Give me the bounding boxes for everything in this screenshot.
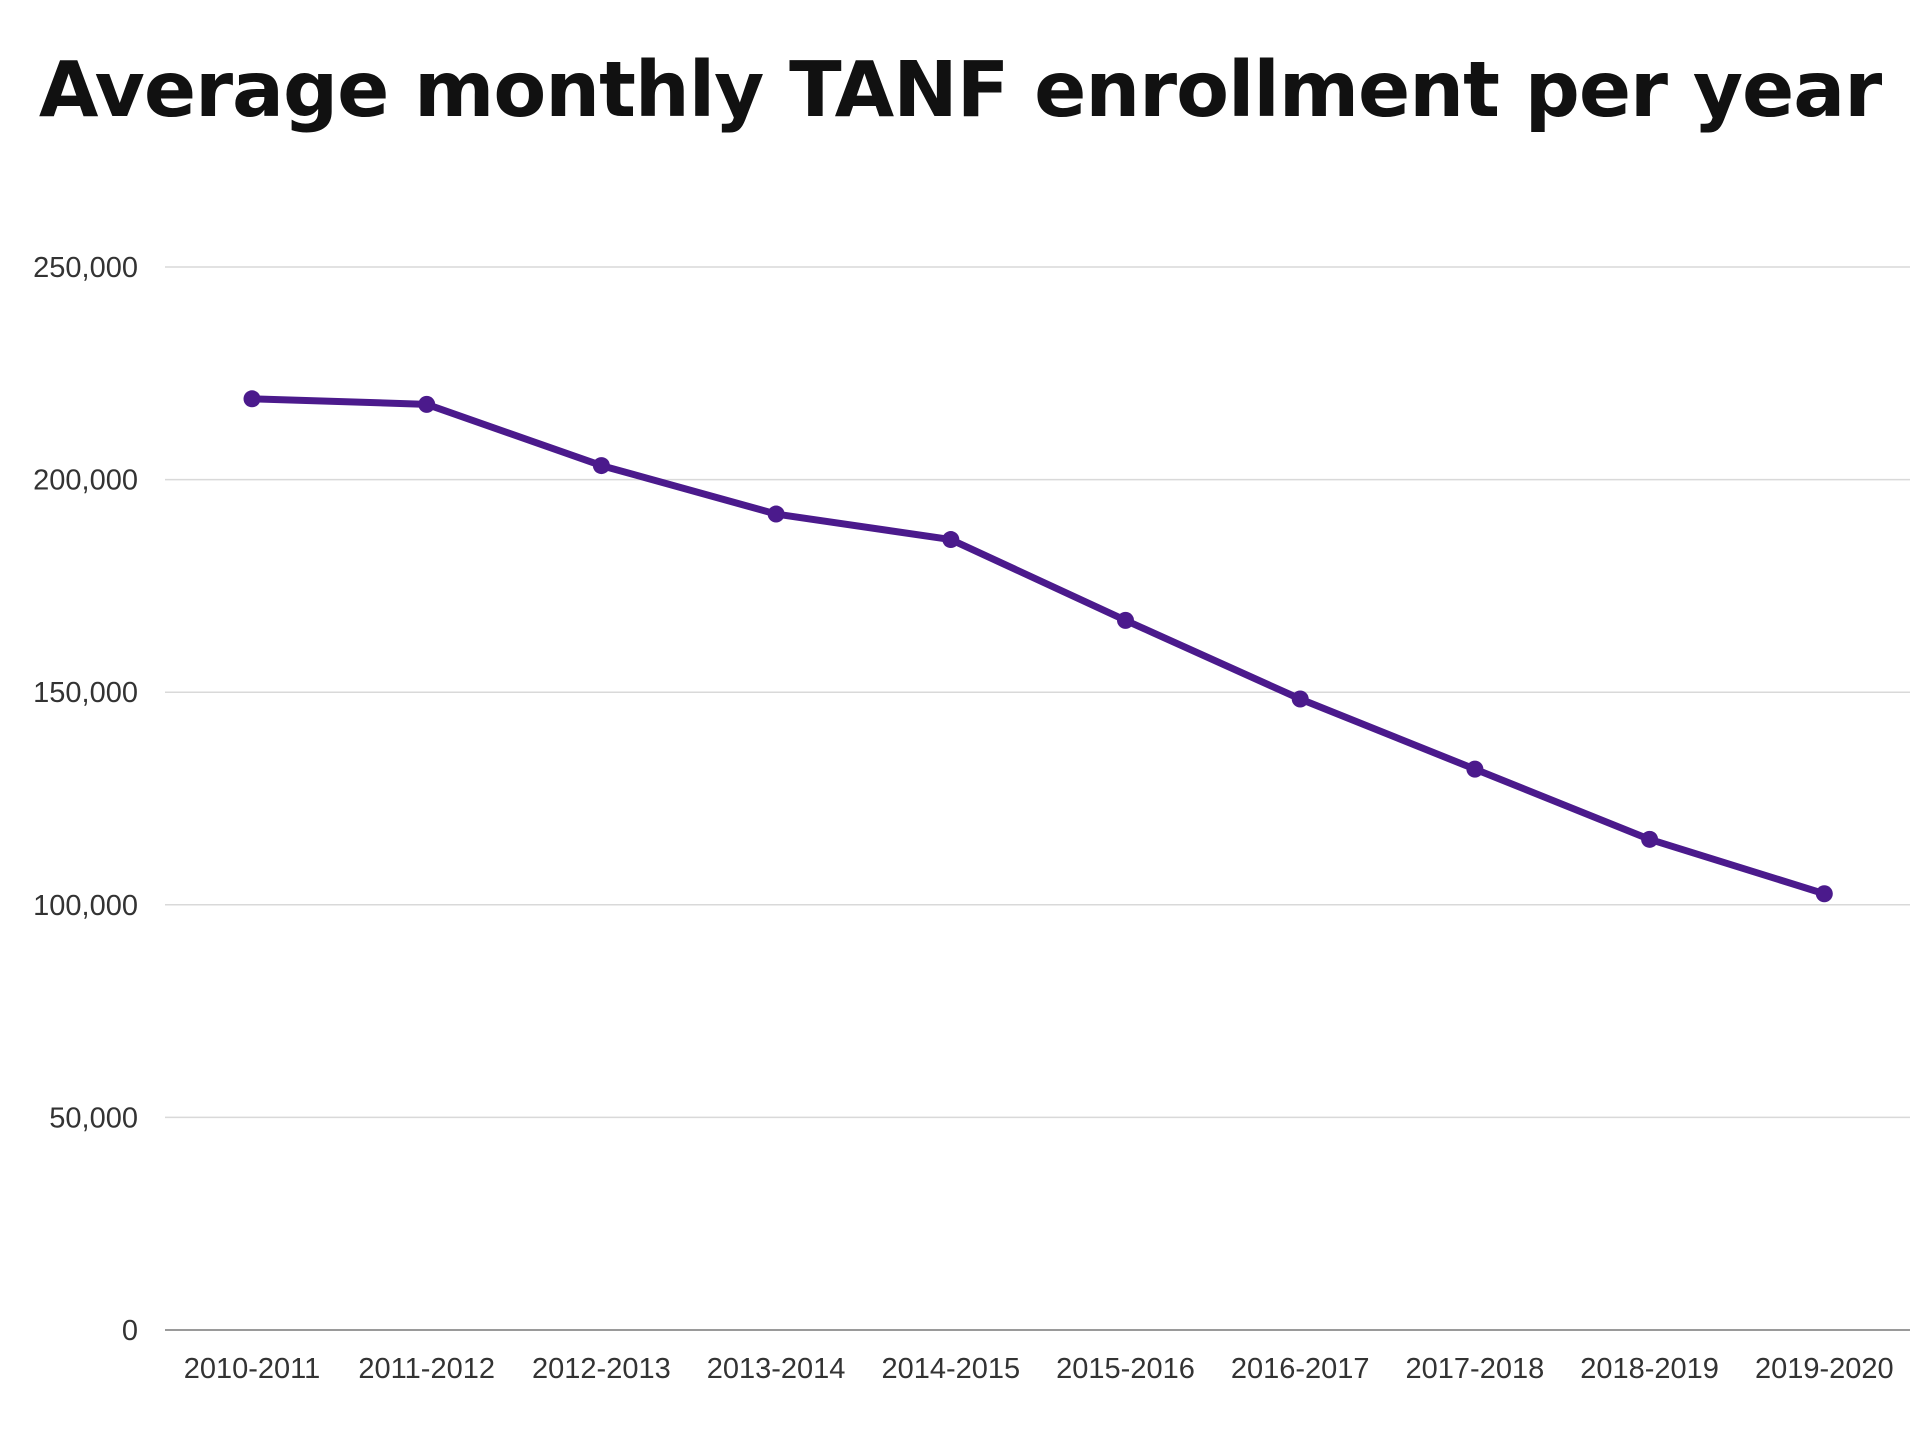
y-tick-label: 0 (122, 1315, 138, 1347)
series-points (243, 390, 1833, 903)
x-tick-label: 2011-2012 (358, 1353, 495, 1385)
x-tick-label: 2015-2016 (1056, 1353, 1195, 1385)
y-tick-label: 150,000 (33, 677, 138, 709)
y-tick-label: 250,000 (33, 252, 138, 284)
data-point (243, 390, 261, 408)
data-point (1815, 885, 1833, 903)
gridlines (165, 266, 1910, 1331)
y-tick-label: 200,000 (33, 465, 138, 497)
data-point (942, 531, 960, 549)
x-tick-label: 2013-2014 (707, 1353, 846, 1385)
x-tick-label: 2017-2018 (1406, 1353, 1545, 1385)
data-point (1466, 760, 1484, 778)
x-axis-tick-labels: 2010-2011 2011-2012 2012-2013 2013-2014 2014… (184, 1353, 1894, 1385)
y-tick-label: 100,000 (33, 890, 138, 922)
series-line (248, 395, 1828, 898)
chart-title: Average monthly TANF enrollment per year (38, 46, 1882, 135)
x-tick-label: 2016-2017 (1231, 1353, 1370, 1385)
data-point (418, 395, 436, 413)
data-point (1291, 690, 1309, 708)
x-tick-label: 2018-2019 (1580, 1353, 1719, 1385)
data-point (592, 457, 610, 475)
x-tick-label: 2010-2011 (184, 1353, 321, 1385)
x-tick-label: 2014-2015 (881, 1353, 1020, 1385)
x-tick-label: 2019-2020 (1755, 1353, 1894, 1385)
x-tick-label: 2012-2013 (532, 1353, 671, 1385)
series-line-layer (248, 395, 1828, 898)
data-point (1641, 830, 1659, 848)
y-axis-tick-labels: 0 50,000 100,000 150,000 200,000 250,000 (33, 252, 138, 1347)
data-point (767, 505, 785, 523)
y-tick-label: 50,000 (49, 1102, 138, 1134)
data-point (1117, 611, 1134, 629)
